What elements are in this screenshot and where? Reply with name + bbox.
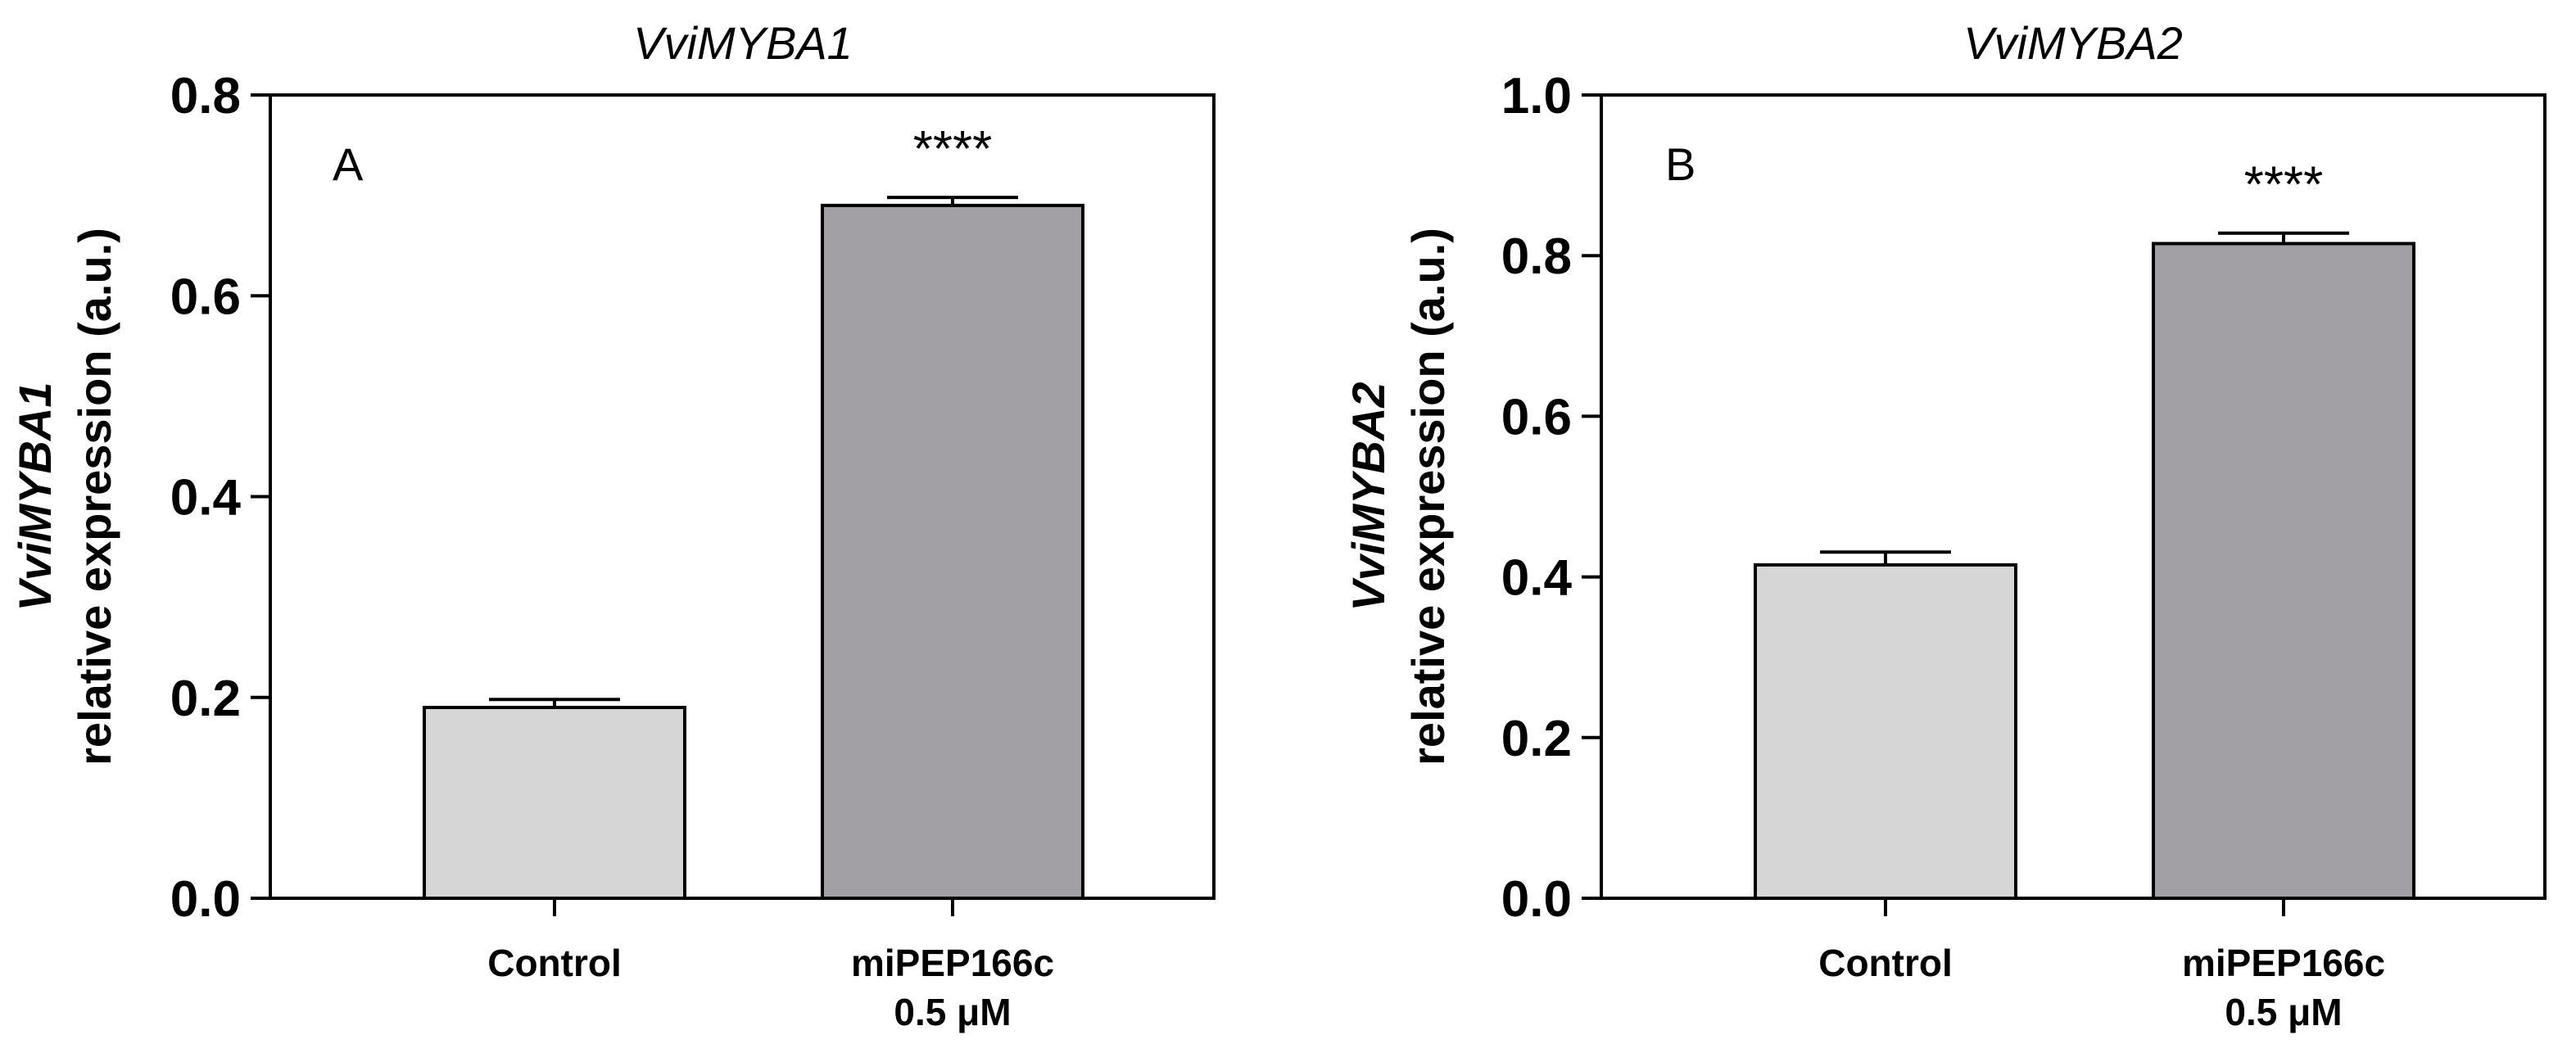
chart-title: VviMYBA1 bbox=[633, 17, 853, 69]
y-tick-label: 0.4 bbox=[170, 470, 242, 526]
bar bbox=[2152, 242, 2415, 900]
y-tick-label: 1.0 bbox=[1501, 68, 1572, 124]
x-tick-label: Control bbox=[487, 942, 622, 984]
plot-frame bbox=[1600, 93, 2547, 900]
y-tick-label: 0.6 bbox=[1501, 389, 1572, 445]
y-tick-label: 0.2 bbox=[170, 671, 241, 727]
y-tick-label: 0.4 bbox=[1501, 550, 1573, 607]
y-tick-label: 0.8 bbox=[1501, 228, 1572, 285]
y-axis-label-gene: VviMYBA1 bbox=[9, 382, 61, 611]
y-tick-label: 0.2 bbox=[1501, 711, 1572, 767]
bar bbox=[1754, 563, 2017, 900]
x-tick-label: miPEP166c bbox=[2182, 942, 2385, 984]
x-tick-label-line2: 0.5 μM bbox=[894, 991, 1011, 1033]
significance-label: **** bbox=[913, 121, 993, 178]
chart-title: VviMYBA2 bbox=[1963, 17, 2183, 69]
y-tick-label: 0.6 bbox=[170, 269, 241, 325]
x-tick-label-line2: 0.5 μM bbox=[2225, 991, 2342, 1033]
significance-label: **** bbox=[2244, 157, 2324, 214]
y-tick-label: 0.8 bbox=[170, 68, 241, 124]
y-axis-label: relative expression (a.u.) bbox=[69, 228, 120, 766]
panel-label: A bbox=[333, 138, 364, 190]
y-tick-label: 0.0 bbox=[170, 871, 241, 928]
bar bbox=[821, 203, 1084, 900]
bar bbox=[423, 706, 686, 901]
y-axis-label-gene: VviMYBA2 bbox=[1342, 382, 1394, 611]
panel-label: B bbox=[1665, 138, 1695, 190]
y-axis-label: relative expression (a.u.) bbox=[1402, 228, 1454, 766]
x-tick-label: miPEP166c bbox=[851, 942, 1054, 984]
y-tick-label: 0.0 bbox=[1501, 871, 1572, 928]
x-tick-label: Control bbox=[1818, 942, 1953, 984]
